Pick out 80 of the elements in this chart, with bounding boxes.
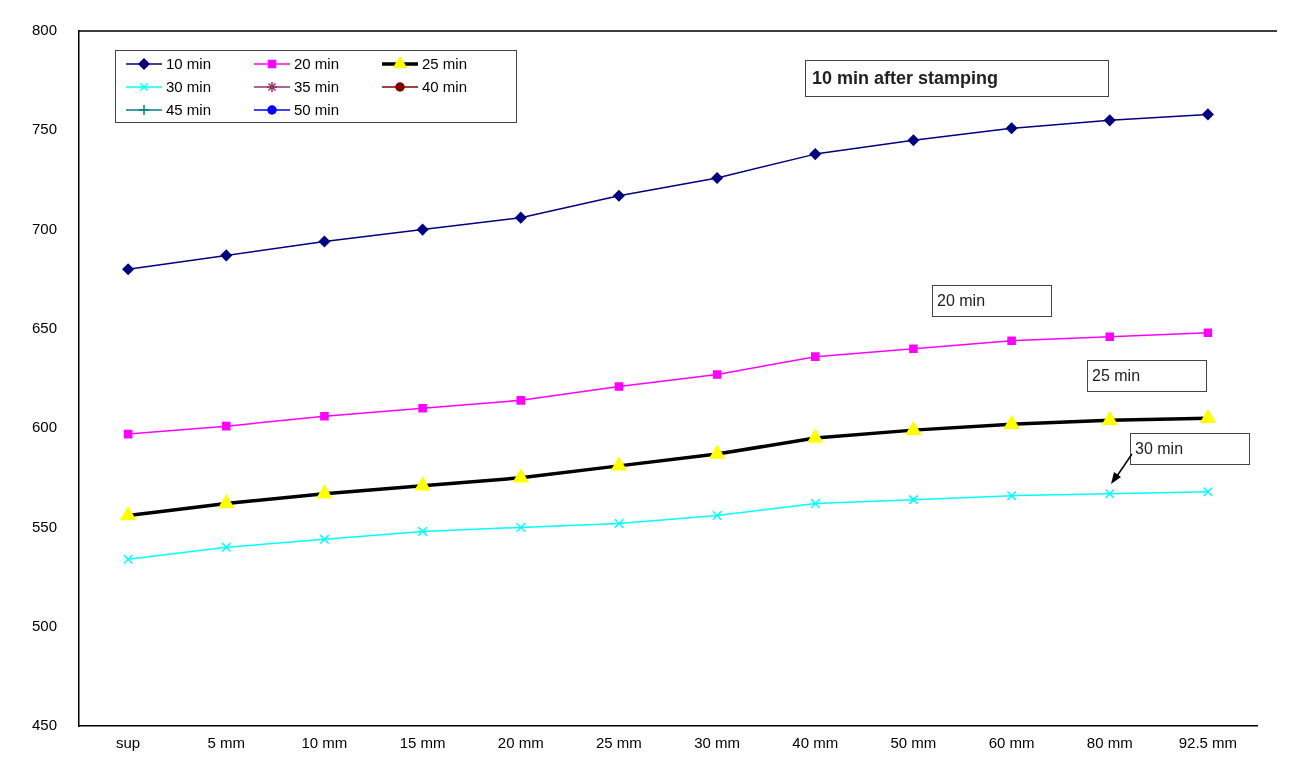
label-box: 20 min (932, 285, 1052, 317)
point (614, 382, 624, 391)
point (909, 344, 918, 353)
x-tick-label: sup (116, 734, 141, 752)
point (1105, 332, 1115, 342)
legend-label: 30 min (166, 78, 212, 95)
point (613, 518, 624, 529)
x-tick-label: 30 mm (694, 734, 741, 752)
point (1003, 415, 1020, 429)
legend-label: 50 min (294, 101, 340, 118)
point (320, 411, 329, 421)
point (416, 223, 429, 236)
point (810, 498, 821, 509)
point (120, 506, 136, 521)
x-tick-label: 20 mm (497, 734, 544, 752)
point (316, 484, 333, 499)
legend-label: 25 min (422, 55, 468, 72)
legend-label: 40 min (422, 78, 468, 95)
point (1102, 411, 1118, 425)
point (611, 457, 627, 471)
point (1203, 328, 1213, 338)
point (418, 404, 427, 413)
x-tick-label: 92.5 mm (1178, 734, 1238, 752)
x-tick-label: 10 mm (301, 734, 348, 752)
y-tick-label: 500 (32, 616, 58, 634)
point (905, 421, 922, 435)
point (1104, 114, 1116, 127)
y-tick-label: 800 (32, 21, 58, 39)
point (1202, 486, 1213, 497)
point (515, 522, 526, 533)
point (123, 554, 134, 565)
point (613, 190, 625, 202)
point (1005, 122, 1018, 135)
y-tick-label: 550 (32, 517, 58, 535)
legend-label: 10 min (166, 55, 212, 72)
point (414, 476, 431, 491)
point (712, 510, 723, 521)
x-tick-label: 80 mm (1086, 734, 1133, 752)
x-tick-label: 15 mm (399, 734, 446, 752)
point (1200, 409, 1216, 423)
point (810, 352, 820, 361)
y-tick-label: 450 (32, 716, 58, 734)
x-tick-label: 25 mm (596, 734, 642, 752)
x-tick-label: 40 mm (792, 734, 839, 752)
label-box: 10 min after stamping (805, 60, 1109, 97)
point (319, 534, 330, 545)
point (809, 148, 822, 160)
point (515, 211, 527, 224)
point (417, 526, 428, 537)
point (1006, 490, 1017, 501)
y-tick-label: 650 (32, 319, 58, 336)
label-box: 25 min (1087, 360, 1207, 392)
point (1202, 108, 1214, 121)
point (122, 263, 134, 276)
point (1104, 488, 1115, 499)
x-tick-label: 60 mm (988, 734, 1035, 752)
point (123, 429, 133, 439)
point (908, 494, 919, 505)
point (221, 542, 232, 553)
point (907, 134, 920, 146)
legend-label: 35 min (294, 78, 340, 95)
point (218, 494, 234, 509)
x-tick-label: 5 mm (207, 734, 246, 752)
label-box: 30 min (1130, 433, 1250, 465)
y-tick-label: 600 (32, 418, 58, 436)
y-tick-label: 700 (32, 219, 58, 237)
point (807, 429, 823, 443)
point (516, 396, 526, 405)
point (712, 370, 722, 379)
point (221, 421, 231, 431)
point (1007, 336, 1016, 346)
point (513, 469, 529, 483)
legend-label: 20 min (294, 55, 340, 72)
point (711, 172, 723, 184)
legend-label: 45 min (166, 101, 212, 118)
x-tick-label: 50 mm (890, 734, 937, 752)
point (709, 445, 725, 459)
point (220, 249, 233, 262)
y-tick-label: 750 (32, 120, 58, 138)
point (318, 235, 331, 248)
